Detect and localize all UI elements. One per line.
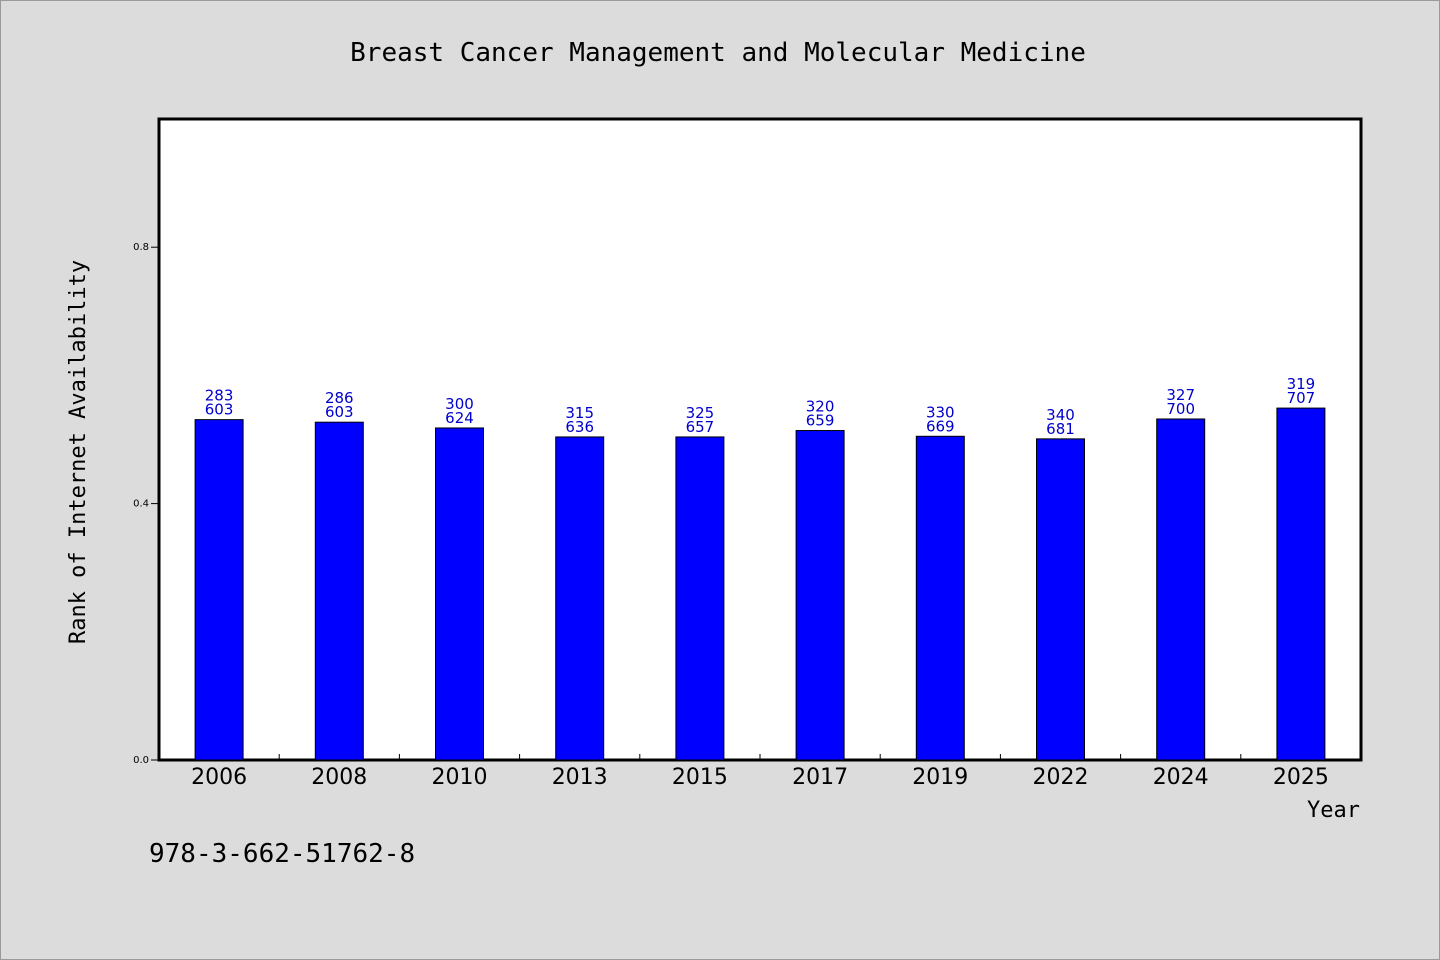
bar-label-top: 320	[806, 398, 835, 416]
x-tick-label: 2024	[1153, 765, 1209, 790]
bar-label-bottom: 681	[1046, 420, 1075, 438]
bar-label-bottom: 669	[926, 417, 955, 435]
bar-label-bottom: 624	[445, 409, 474, 427]
x-tick-label: 2017	[792, 765, 848, 790]
bar-2022	[1036, 438, 1085, 761]
isbn-footer: 978-3-662-51762-8	[149, 839, 415, 869]
x-tick-label: 2013	[552, 765, 608, 790]
y-tick-label: 0.8	[133, 242, 149, 253]
x-tick-label: 2010	[432, 765, 488, 790]
x-tick-label: 2008	[311, 765, 367, 790]
bar-label-top: 283	[205, 387, 234, 405]
bar-label-bottom: 636	[565, 418, 594, 436]
bar-label-bottom: 657	[686, 418, 715, 436]
bar-label-bottom: 603	[205, 401, 234, 419]
bar-label-bottom: 700	[1166, 400, 1195, 418]
x-axis: 2006 2008 2010 2013 2015 2017 2019 2022 2024 2025	[191, 754, 1329, 790]
bar-label-bottom: 707	[1287, 389, 1316, 407]
bar-2017	[795, 430, 845, 761]
bar-label-top: 300	[445, 395, 474, 413]
y-axis: 0.0 0.4 0.8	[133, 242, 159, 766]
bar-label-bottom: 659	[806, 412, 835, 430]
x-tick-label: 2006	[191, 765, 247, 790]
bar-2010	[435, 427, 484, 761]
bar-label-top: 330	[926, 403, 955, 421]
bar-label-top: 286	[325, 389, 354, 407]
bar-label-top: 340	[1046, 406, 1075, 424]
x-tick-label: 2022	[1033, 765, 1089, 790]
bars-group	[194, 407, 1326, 761]
bar-2013	[555, 436, 605, 761]
bar-2025	[1276, 407, 1326, 761]
x-tick-label: 2015	[672, 765, 728, 790]
bar-label-top: 315	[565, 404, 594, 422]
chart-title: Breast Cancer Management and Molecular M…	[350, 38, 1086, 68]
bar-2024	[1156, 418, 1206, 761]
x-axis-title: Year	[1307, 798, 1360, 823]
bar-label-bottom: 603	[325, 403, 354, 421]
bar-2019	[915, 435, 965, 761]
bar-label-top: 325	[686, 404, 715, 422]
bar-2006	[194, 419, 244, 761]
bar-2008	[314, 421, 364, 761]
bar-2015	[675, 436, 725, 761]
x-tick-label: 2019	[912, 765, 968, 790]
y-tick-label: 0.4	[133, 499, 149, 510]
x-tick-label: 2025	[1273, 765, 1329, 790]
y-axis-title: Rank of Internet Availability	[66, 260, 91, 644]
y-tick-label: 0.0	[133, 755, 149, 766]
bar-label-top: 327	[1166, 386, 1195, 404]
bar-label-top: 319	[1287, 375, 1316, 393]
